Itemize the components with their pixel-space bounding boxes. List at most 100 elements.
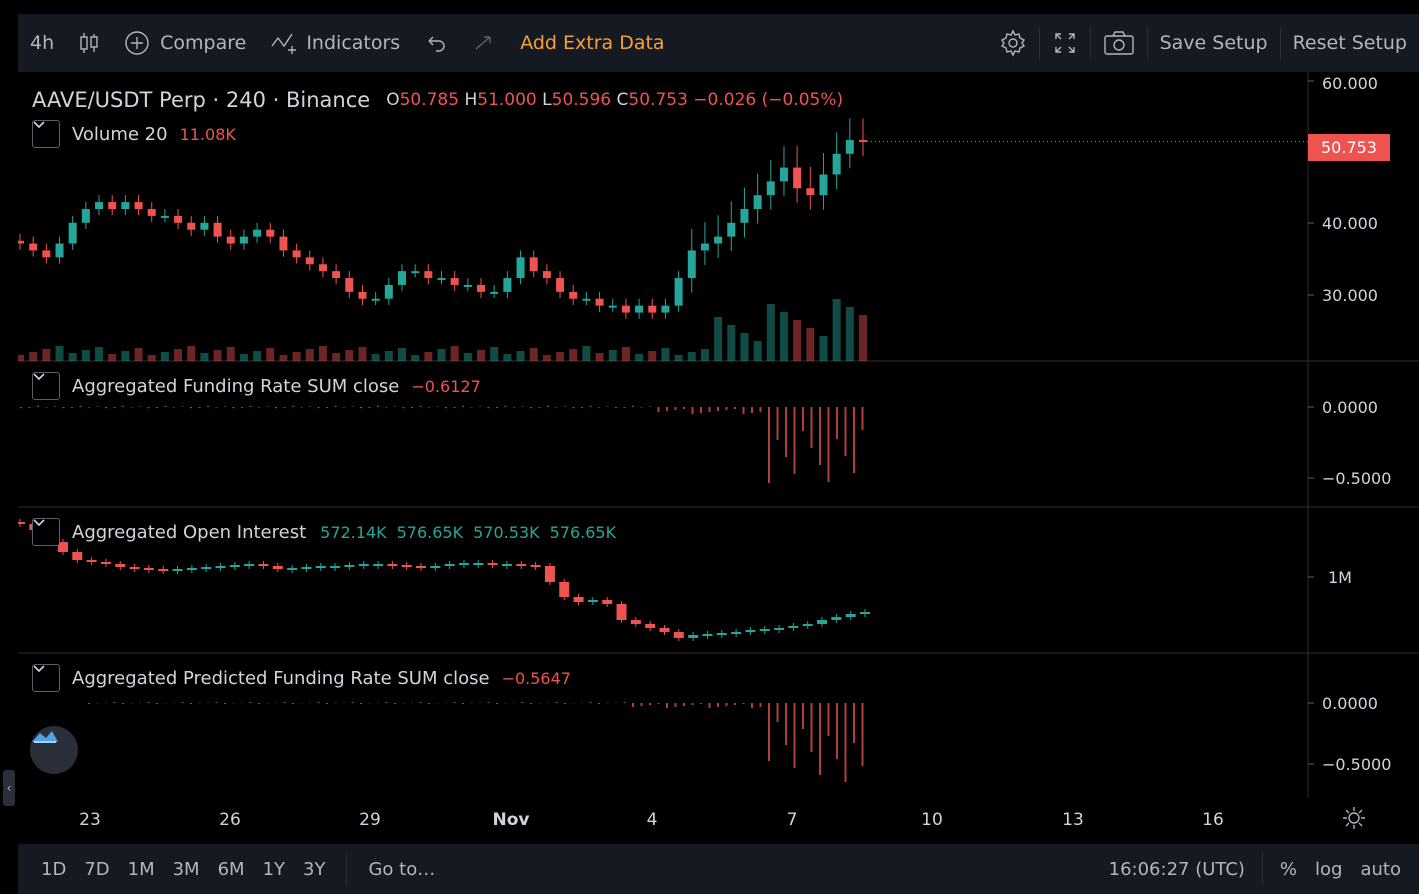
range-1d-button[interactable]: 1D: [41, 858, 67, 880]
predicted-funding-bar: [428, 703, 430, 705]
range-6m-button[interactable]: 6M: [217, 858, 245, 880]
volume-bar: [529, 348, 538, 361]
funding-bar: [309, 406, 311, 407]
volume-bar: [239, 354, 248, 361]
predicted-funding-bar: [496, 703, 498, 705]
volume-bar: [516, 351, 525, 361]
funding-bar: [317, 407, 320, 409]
predicted-funding-bar: [666, 703, 668, 708]
funding-bar: [326, 407, 328, 408]
funding-bar: [700, 407, 702, 413]
candle-body: [819, 174, 828, 196]
chart-type-button[interactable]: [66, 14, 112, 72]
price-axis-label: 30.000: [1322, 286, 1378, 305]
candle-body: [608, 305, 617, 308]
funding-bar: [657, 407, 660, 412]
funding-bar: [351, 406, 354, 407]
compare-button[interactable]: Compare: [112, 14, 258, 72]
predicted-funding-bar: [453, 701, 456, 703]
volume-bar: [437, 349, 446, 361]
range-7d-button[interactable]: 7D: [84, 858, 110, 880]
funding-bar: [581, 407, 583, 408]
funding-bar: [742, 407, 745, 414]
predicted-funding-bar: [861, 703, 864, 766]
goto-button[interactable]: Go to…: [368, 858, 436, 880]
add-extra-data-button[interactable]: Add Extra Data: [508, 14, 676, 72]
oi-collapse-button[interactable]: [32, 518, 60, 546]
auto-toggle[interactable]: auto: [1360, 858, 1401, 880]
time-axis[interactable]: 23 26 29 Nov 4 7 10 13 16: [18, 798, 1419, 844]
compare-label: Compare: [160, 32, 247, 54]
funding-bar: [428, 407, 430, 408]
chart-canvas[interactable]: [18, 72, 1419, 798]
oi-candle: [587, 600, 598, 602]
predicted-funding-bar: [521, 701, 524, 703]
funding-bar: [530, 407, 532, 409]
oi-candle: [129, 567, 140, 569]
oi-candle: [143, 568, 154, 570]
volume-bar: [674, 355, 683, 361]
predicted-funding-bar: [598, 703, 600, 705]
funding-bar: [691, 407, 694, 414]
percent-toggle[interactable]: %: [1279, 858, 1298, 880]
funding-bar: [776, 407, 779, 440]
candle-body: [200, 222, 209, 230]
volume-bar: [700, 349, 709, 361]
predicted-funding-bar: [385, 701, 388, 703]
redo-button[interactable]: [460, 14, 508, 72]
oi-candle: [72, 552, 83, 560]
predicted-funding-bar: [632, 703, 634, 707]
volume-bar: [727, 325, 736, 361]
chart-area[interactable]: AAVE/USDT Perp · 240 · Binance O50.785 H…: [18, 72, 1419, 798]
predicted-funding-bar: [810, 703, 813, 752]
clock-readout[interactable]: 16:06:27 (UTC): [1108, 858, 1245, 880]
funding-bar: [615, 407, 617, 409]
volume-collapse-button[interactable]: [32, 120, 60, 148]
undo-button[interactable]: [412, 14, 460, 72]
predicted-collapse-button[interactable]: [32, 664, 60, 692]
oi-candle: [559, 582, 570, 597]
funding-bar: [768, 407, 770, 483]
predicted-funding-bar: [742, 703, 745, 704]
fullscreen-button[interactable]: [1040, 14, 1090, 72]
range-1y-button[interactable]: 1Y: [262, 858, 286, 880]
funding-bar: [88, 407, 90, 408]
predicted-funding-bar: [751, 703, 753, 708]
candle-body: [332, 271, 341, 279]
funding-bar: [632, 405, 634, 407]
oi-candle: [373, 564, 384, 566]
funding-bar: [360, 407, 362, 409]
range-3m-button[interactable]: 3M: [172, 858, 200, 880]
sun-icon[interactable]: [1342, 806, 1366, 830]
funding-bar: [28, 407, 31, 408]
log-toggle[interactable]: log: [1315, 858, 1343, 880]
candle-body: [147, 209, 156, 216]
gear-icon: [1000, 29, 1025, 57]
screenshot-button[interactable]: [1091, 14, 1147, 72]
range-3y-button[interactable]: 3Y: [303, 858, 326, 880]
interval-button[interactable]: 4h: [18, 14, 66, 72]
settings-button[interactable]: [987, 14, 1039, 72]
time-tick: 16: [1202, 810, 1224, 830]
funding-bar: [844, 407, 847, 456]
oi-candle: [473, 563, 484, 565]
candle-body: [213, 222, 222, 237]
predicted-funding-bar: [530, 703, 532, 705]
time-tick: 7: [786, 810, 798, 830]
volume-bar: [424, 352, 433, 361]
candle-body: [279, 236, 288, 251]
range-1m-button[interactable]: 1M: [127, 858, 155, 880]
candle-body: [674, 278, 683, 306]
funding-collapse-button[interactable]: [32, 372, 60, 400]
funding-bar: [589, 405, 592, 407]
predicted-funding-bar: [292, 703, 294, 705]
predicted-funding-bar: [419, 701, 422, 703]
reset-setup-button[interactable]: Reset Setup: [1281, 14, 1419, 72]
funding-value: −0.6127: [411, 376, 481, 396]
oi-label: Aggregated Open Interest: [72, 521, 307, 543]
indicators-button[interactable]: Indicators: [258, 14, 412, 72]
save-setup-button[interactable]: Save Setup: [1148, 14, 1280, 72]
open-label: O: [386, 90, 400, 110]
predicted-funding-bar: [683, 703, 685, 706]
collapse-left-panel-button[interactable]: ‹: [3, 770, 15, 806]
